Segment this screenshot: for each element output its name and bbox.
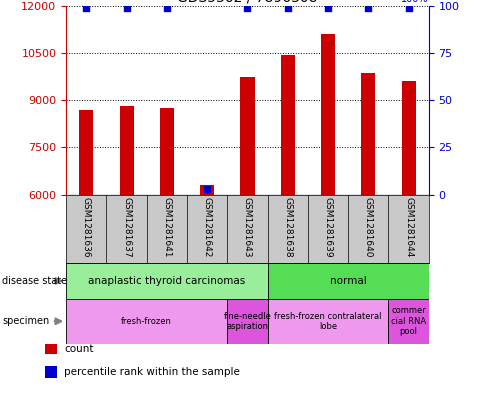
Bar [389, 299, 429, 344]
Bar [227, 299, 268, 344]
Bar [45, 366, 57, 378]
Point [82, 5, 90, 11]
Bar [268, 263, 429, 299]
Bar [281, 55, 295, 195]
Point [405, 5, 413, 11]
Bar [321, 34, 335, 195]
Text: GSM1281640: GSM1281640 [364, 196, 373, 257]
Text: GSM1281636: GSM1281636 [82, 196, 91, 257]
Text: GSM1281643: GSM1281643 [243, 196, 252, 257]
Bar [120, 106, 134, 195]
Bar [268, 299, 389, 344]
Title: GDS5362 / 7896308: GDS5362 / 7896308 [177, 0, 318, 5]
Bar [361, 73, 375, 195]
Text: 100%: 100% [401, 0, 429, 4]
Text: GSM1281641: GSM1281641 [162, 196, 171, 257]
Text: normal: normal [330, 276, 367, 286]
Text: fine-needle
aspiration: fine-needle aspiration [223, 312, 271, 331]
Text: fresh-frozen: fresh-frozen [122, 317, 172, 326]
Text: GSM1281639: GSM1281639 [323, 196, 333, 257]
Point [122, 5, 130, 11]
Point [163, 5, 171, 11]
Bar [200, 185, 214, 195]
Text: fresh-frozen contralateral
lobe: fresh-frozen contralateral lobe [274, 312, 382, 331]
Text: disease state: disease state [2, 276, 68, 286]
Point [284, 5, 292, 11]
Bar [66, 263, 268, 299]
Text: percentile rank within the sample: percentile rank within the sample [64, 367, 240, 377]
Bar [66, 299, 227, 344]
Bar [45, 343, 57, 354]
Text: count: count [64, 344, 94, 354]
Text: specimen: specimen [2, 316, 49, 326]
Bar [402, 81, 416, 195]
Point [244, 5, 251, 11]
Point [324, 5, 332, 11]
Text: anaplastic thyroid carcinomas: anaplastic thyroid carcinomas [88, 276, 245, 286]
Point [365, 5, 372, 11]
Bar [160, 108, 174, 195]
Text: GSM1281644: GSM1281644 [404, 196, 413, 257]
Bar [241, 77, 254, 195]
Text: GSM1281638: GSM1281638 [283, 196, 292, 257]
Point [203, 186, 211, 192]
Bar [79, 110, 93, 195]
Text: commer
cial RNA
pool: commer cial RNA pool [391, 307, 426, 336]
Text: GSM1281637: GSM1281637 [122, 196, 131, 257]
Text: GSM1281642: GSM1281642 [203, 196, 212, 257]
